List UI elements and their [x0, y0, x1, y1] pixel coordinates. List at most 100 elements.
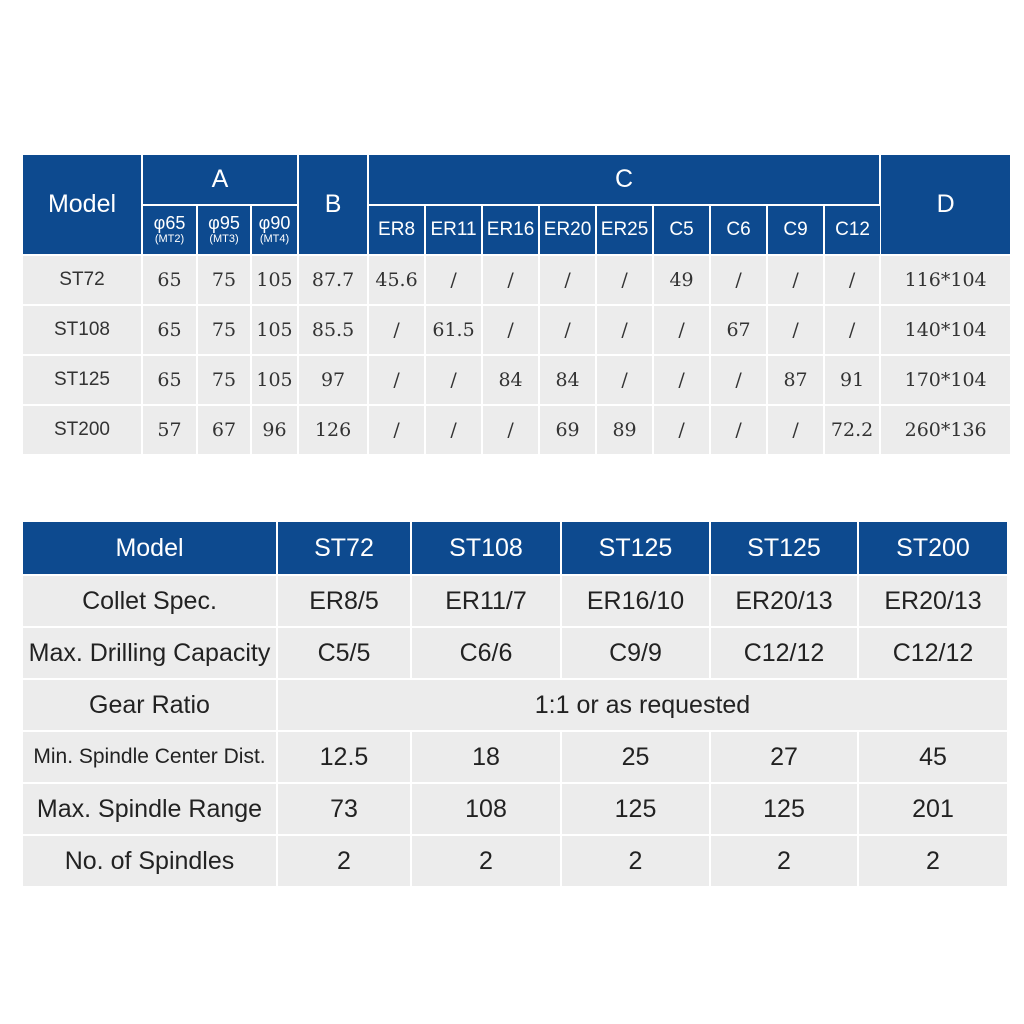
cell-model: ST200 [23, 405, 143, 456]
dimensions-table: Model A B C D φ65 (MT2) φ95 (MT3) φ90 (MT4)… [23, 155, 1011, 456]
header-group-a: A [142, 155, 300, 206]
cell-value: 45 [858, 731, 1007, 784]
header-c-col: C5 [653, 205, 712, 256]
cell-c: 49 [653, 255, 712, 306]
row-label: Max. Spindle Range [23, 783, 278, 836]
cell-c: / [653, 405, 712, 456]
cell-c: / [596, 255, 655, 306]
header-model: Model [23, 155, 143, 256]
header-c-col: ER8 [368, 205, 427, 256]
cell-b: 85.5 [298, 305, 370, 356]
cell-d: 260*136 [880, 405, 1011, 456]
cell-value: 2 [411, 835, 562, 888]
table-row: ST72 65 75 105 87.7 45.6 / / / / 49 / / … [23, 255, 1011, 306]
cell-value: 2 [710, 835, 859, 888]
cell-d: 170*104 [880, 355, 1011, 406]
cell-value: ER16/10 [561, 575, 711, 628]
cell-value: 201 [858, 783, 1007, 836]
cell-c: / [710, 405, 769, 456]
row-label: Gear Ratio [23, 679, 278, 732]
cell-c: 84 [539, 355, 598, 406]
row-label: Max. Drilling Capacity [23, 627, 278, 680]
header-group-c: C [368, 155, 882, 206]
cell-value: C12/12 [710, 627, 859, 680]
header-model-col: ST200 [858, 522, 1007, 576]
header-group-d: D [880, 155, 1011, 256]
cell-c: / [539, 255, 598, 306]
row-label: Collet Spec. [23, 575, 278, 628]
cell-a: 75 [197, 255, 252, 306]
cell-c: / [482, 405, 541, 456]
header-model-col: ST125 [710, 522, 859, 576]
cell-c: / [539, 305, 598, 356]
cell-value: C5/5 [277, 627, 412, 680]
cell-c: / [425, 255, 484, 306]
table-row: Max. Drilling Capacity C5/5 C6/6 C9/9 C1… [23, 627, 1007, 680]
cell-value: 27 [710, 731, 859, 784]
cell-c: 61.5 [425, 305, 484, 356]
header-c-col: C9 [767, 205, 826, 256]
cell-a: 105 [251, 255, 300, 306]
cell-c: / [425, 405, 484, 456]
cell-c: 89 [596, 405, 655, 456]
cell-c: / [653, 305, 712, 356]
cell-value: 2 [277, 835, 412, 888]
header-c-col: ER20 [539, 205, 598, 256]
cell-c: / [824, 305, 882, 356]
cell-c: 67 [710, 305, 769, 356]
header-group-b: B [298, 155, 370, 256]
cell-c: / [482, 305, 541, 356]
cell-b: 126 [298, 405, 370, 456]
cell-c: / [710, 355, 769, 406]
cell-value: 125 [561, 783, 711, 836]
cell-a: 65 [142, 255, 198, 306]
cell-c: / [710, 255, 769, 306]
table-row: No. of Spindles 2 2 2 2 2 [23, 835, 1007, 888]
cell-c: / [767, 255, 826, 306]
cell-c: 72.2 [824, 405, 882, 456]
cell-c: / [425, 355, 484, 406]
cell-value: ER11/7 [411, 575, 562, 628]
cell-a: 96 [251, 405, 300, 456]
cell-value: 108 [411, 783, 562, 836]
cell-c: / [767, 305, 826, 356]
cell-c: 45.6 [368, 255, 427, 306]
cell-c: / [482, 255, 541, 306]
cell-a: 75 [197, 305, 252, 356]
cell-value: 2 [858, 835, 1007, 888]
cell-value: C12/12 [858, 627, 1007, 680]
cell-c: / [824, 255, 882, 306]
cell-value: C6/6 [411, 627, 562, 680]
table-row: Max. Spindle Range 73 108 125 125 201 [23, 783, 1007, 836]
cell-a: 67 [197, 405, 252, 456]
header-c-col: ER11 [425, 205, 484, 256]
table-row: ST200 57 67 96 126 / / / 69 89 / / / 72.… [23, 405, 1011, 456]
cell-c: / [368, 355, 427, 406]
cell-value: ER20/13 [858, 575, 1007, 628]
header-model-col: ST125 [561, 522, 711, 576]
cell-value: 73 [277, 783, 412, 836]
cell-a: 75 [197, 355, 252, 406]
header-a-col: φ90 (MT4) [251, 205, 300, 256]
table-row: Min. Spindle Center Dist. 12.5 18 25 27 … [23, 731, 1007, 784]
header-a-col: φ65 (MT2) [142, 205, 198, 256]
cell-a: 57 [142, 405, 198, 456]
header-model-col: ST108 [411, 522, 562, 576]
row-label: No. of Spindles [23, 835, 278, 888]
cell-c: 69 [539, 405, 598, 456]
header-model: Model [23, 522, 278, 576]
cell-value: 25 [561, 731, 711, 784]
cell-value: ER8/5 [277, 575, 412, 628]
header-model-col: ST72 [277, 522, 412, 576]
cell-a: 105 [251, 355, 300, 406]
cell-value: 125 [710, 783, 859, 836]
cell-model: ST108 [23, 305, 143, 356]
cell-model: ST125 [23, 355, 143, 406]
row-label: Min. Spindle Center Dist. [23, 731, 278, 784]
cell-c: / [767, 405, 826, 456]
header-c-col: C6 [710, 205, 769, 256]
cell-d: 140*104 [880, 305, 1011, 356]
cell-c: / [368, 405, 427, 456]
cell-c: 87 [767, 355, 826, 406]
cell-c: / [596, 305, 655, 356]
